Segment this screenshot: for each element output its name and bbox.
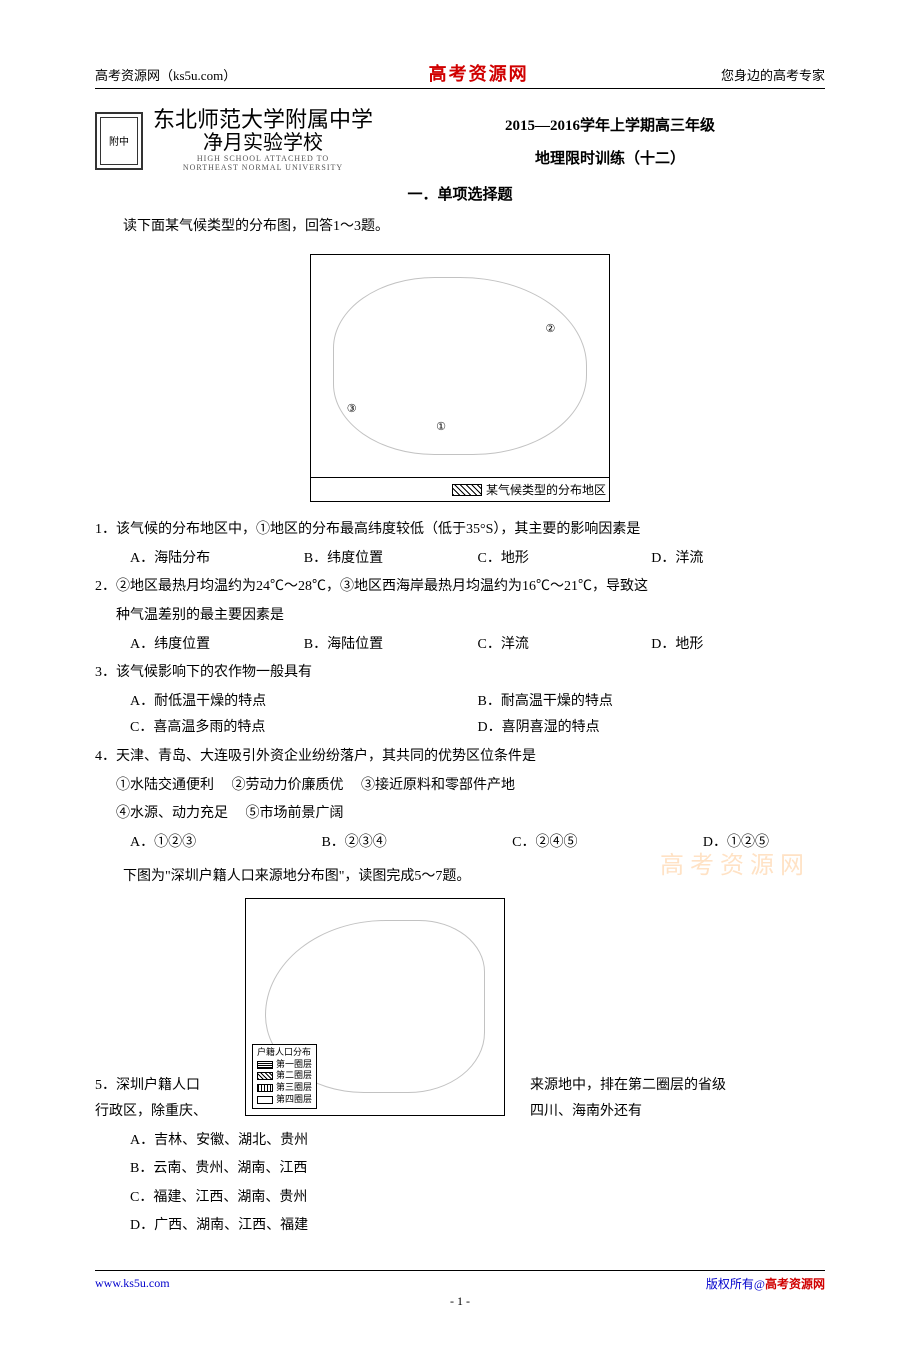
hatch-icon [452,484,482,496]
map-placeholder-2: 户籍人口分布 第一圈层 第二圈层 第三圈层 第四圈层 [246,899,504,1115]
climate-map: ② ③ ① 某气候类型的分布地区 [310,254,610,502]
intro-text-1: 读下面某气候类型的分布图，回答1～3题。 [95,214,825,239]
footer-brand: 高考资源网 [765,1277,825,1291]
figure-2: 户籍人口分布 第一圈层 第二圈层 第三圈层 第四圈层 [245,898,530,1116]
legend-l1: 第一圈层 [276,1059,312,1071]
q5-left-text: 5．深圳户籍人口 行政区，除重庆、 [95,898,245,1126]
q2-opt-a: A．纬度位置 [130,632,304,659]
q3-opt-d: D．喜阴喜湿的特点 [478,715,600,742]
q4-stem: 4．天津、青岛、大连吸引外资企业纷纷落户，其共同的优势区位条件是 [95,744,825,771]
q5-opt-d: D．广西、湖南、江西、福建 [95,1213,825,1240]
q4-opt-b: B．②③④ [321,830,386,857]
school-name-cn2: 净月实验学校 [203,131,323,155]
q2-options: A．纬度位置 B．海陆位置 C．洋流 D．地形 [95,632,825,659]
section-heading: 一．单项选择题 [95,183,825,204]
map-legend: 户籍人口分布 第一圈层 第二圈层 第三圈层 第四圈层 [252,1044,317,1108]
q1-opt-d: D．洋流 [651,546,825,573]
title-line1: 2015—2016学年上学期高三年级 [395,114,825,135]
q5-block: 5．深圳户籍人口 行政区，除重庆、 户籍人口分布 第一圈层 第二圈层 第三圈层 … [95,898,825,1126]
watermark: 高考资源网 [660,845,810,880]
q1-opt-a: A．海陆分布 [130,546,304,573]
legend-swatch-1 [257,1061,273,1069]
q3-opt-b: B．耐高温干燥的特点 [478,689,613,716]
legend-title: 户籍人口分布 [257,1047,312,1059]
q2-opt-d: D．地形 [651,632,825,659]
q3-opt-a: A．耐低温干燥的特点 [130,689,478,716]
q5-opt-b: B．云南、贵州、湖南、江西 [95,1156,825,1183]
q5-right2: 四川、海南外还有 [530,1099,825,1126]
school-name-en2: NORTHEAST NORMAL UNIVERSITY [183,164,343,173]
map-caption-text: 某气候类型的分布地区 [486,481,606,498]
q4-opt-a: A．①②③ [130,830,196,857]
legend-swatch-2 [257,1072,273,1080]
map-caption-1: 某气候类型的分布地区 [311,477,609,501]
q5-left1: 5．深圳户籍人口 [95,1073,245,1100]
q3-stem: 3．该气候影响下的农作物一般具有 [95,660,825,687]
q5-opt-c: C．福建、江西、湖南、贵州 [95,1185,825,1212]
document-title: 2015—2016学年上学期高三年级 地理限时训练（十二） [395,109,825,168]
school-text-block: 东北师范大学附属中学 净月实验学校 HIGH SCHOOL ATTACHED T… [153,109,373,173]
school-name-cn1: 东北师范大学附属中学 [153,109,373,131]
map-placeholder-1: ② ③ ① [311,255,609,477]
school-logo-block: 附中 东北师范大学附属中学 净月实验学校 HIGH SCHOOL ATTACHE… [95,109,385,173]
q2-opt-b: B．海陆位置 [304,632,478,659]
legend-swatch-3 [257,1084,273,1092]
page-header: 高考资源网（ks5u.com） 高考资源网 您身边的高考专家 [95,60,825,89]
q2-stem: 2．②地区最热月均温约为24℃～28℃，③地区西海岸最热月均温约为16℃～21℃… [95,574,825,601]
q2-stem2: 种气温差别的最主要因素是 [95,603,825,630]
badge-text: 附中 [109,133,129,148]
q4-items-row2: ④水源、动力充足 ⑤市场前景广阔 [95,801,825,828]
header-right: 您身边的高考专家 [721,65,825,84]
q4-o4: ④水源、动力充足 [116,806,228,821]
q3-options-row1: A．耐低温干燥的特点 B．耐高温干燥的特点 [95,689,825,716]
page-footer: www.ks5u.com 版权所有@高考资源网 [95,1270,825,1292]
legend-l4: 第四圈层 [276,1094,312,1106]
school-badge-icon: 附中 [95,112,143,170]
legend-l3: 第三圈层 [276,1082,312,1094]
q4-opt-c: C．②④⑤ [512,830,577,857]
q4-items-row1: ①水陆交通便利 ②劳动力价廉质优 ③接近原料和零部件产地 [95,773,825,800]
q4-o3: ③接近原料和零部件产地 [361,778,515,793]
footer-url: www.ks5u.com [95,1276,170,1291]
q5-left2: 行政区，除重庆、 [95,1099,245,1126]
q4-o5: ⑤市场前景广阔 [246,806,344,821]
q1-stem: 1．该气候的分布地区中，①地区的分布最高纬度较低（低于35°S），其主要的影响因… [95,517,825,544]
header-center: 高考资源网 [429,60,529,86]
q1-opt-b: B．纬度位置 [304,546,478,573]
china-map: 户籍人口分布 第一圈层 第二圈层 第三圈层 第四圈层 [245,898,505,1116]
q4-o1: ①水陆交通便利 [116,778,214,793]
q1-opt-c: C．地形 [478,546,652,573]
figure-1: ② ③ ① 某气候类型的分布地区 [95,254,825,502]
footer-prefix: 版权所有@ [706,1277,765,1291]
q2-opt-c: C．洋流 [478,632,652,659]
q5-right-text: 来源地中，排在第二圈层的省级 四川、海南外还有 [530,898,825,1126]
q3-options-row2: C．喜高温多雨的特点 D．喜阴喜湿的特点 [95,715,825,742]
q5-right1: 来源地中，排在第二圈层的省级 [530,1073,825,1100]
footer-copyright: 版权所有@高考资源网 [706,1275,825,1292]
q3-opt-c: C．喜高温多雨的特点 [130,715,478,742]
q1-options: A．海陆分布 B．纬度位置 C．地形 D．洋流 [95,546,825,573]
legend-swatch-4 [257,1096,273,1104]
header-left: 高考资源网（ks5u.com） [95,65,236,84]
title-line2: 地理限时训练（十二） [395,147,825,168]
q4-o2: ②劳动力价廉质优 [232,778,344,793]
legend-l2: 第二圈层 [276,1070,312,1082]
q5-opt-a: A．吉林、安徽、湖北、贵州 [95,1128,825,1155]
